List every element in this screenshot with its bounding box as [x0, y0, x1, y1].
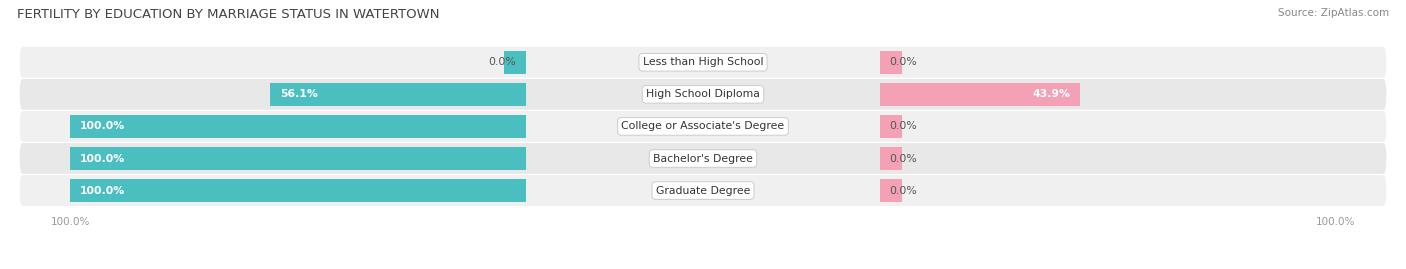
Text: 0.0%: 0.0%	[890, 121, 917, 132]
Text: 0.0%: 0.0%	[890, 186, 917, 196]
Text: 100.0%: 100.0%	[80, 186, 125, 196]
FancyBboxPatch shape	[20, 111, 1386, 142]
Text: Source: ZipAtlas.com: Source: ZipAtlas.com	[1278, 8, 1389, 18]
FancyBboxPatch shape	[20, 79, 1386, 110]
FancyBboxPatch shape	[20, 175, 1386, 206]
Bar	[880, 179, 903, 202]
Bar	[70, 147, 526, 170]
Text: 0.0%: 0.0%	[890, 154, 917, 164]
Text: FERTILITY BY EDUCATION BY MARRIAGE STATUS IN WATERTOWN: FERTILITY BY EDUCATION BY MARRIAGE STATU…	[17, 8, 439, 21]
Bar	[70, 115, 526, 138]
Text: High School Diploma: High School Diploma	[647, 89, 759, 99]
Text: College or Associate's Degree: College or Associate's Degree	[621, 121, 785, 132]
Text: 0.0%: 0.0%	[890, 57, 917, 67]
Bar	[880, 83, 1080, 106]
Bar	[880, 147, 903, 170]
Text: 100.0%: 100.0%	[80, 121, 125, 132]
FancyBboxPatch shape	[20, 47, 1386, 78]
Bar	[70, 179, 526, 202]
FancyBboxPatch shape	[20, 143, 1386, 174]
Bar	[270, 83, 526, 106]
Bar	[503, 51, 526, 74]
Text: 0.0%: 0.0%	[489, 57, 516, 67]
Text: 100.0%: 100.0%	[80, 154, 125, 164]
Text: 56.1%: 56.1%	[280, 89, 318, 99]
Text: Bachelor's Degree: Bachelor's Degree	[652, 154, 754, 164]
Text: Graduate Degree: Graduate Degree	[655, 186, 751, 196]
Bar	[880, 115, 903, 138]
Bar	[880, 51, 903, 74]
Text: Less than High School: Less than High School	[643, 57, 763, 67]
Text: 43.9%: 43.9%	[1032, 89, 1070, 99]
